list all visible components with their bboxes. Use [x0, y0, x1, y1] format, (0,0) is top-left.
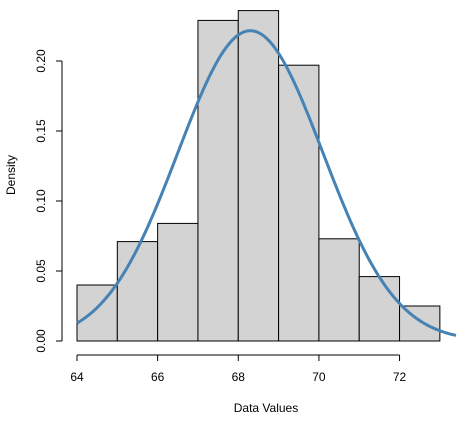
y-axis: 0.00 0.05 0.10 0.15 0.20 [34, 49, 63, 353]
y-tick-label: 0.20 [34, 49, 48, 73]
y-tick-label: 0.00 [34, 329, 48, 353]
x-axis: 64 66 68 70 72 [70, 354, 407, 384]
x-tick-label: 72 [393, 370, 407, 384]
x-axis-title: Data Values [234, 401, 298, 415]
histogram-bar [318, 238, 360, 342]
histogram-bars [76, 10, 441, 342]
histogram-bar [116, 241, 159, 342]
histogram-bar [358, 276, 401, 342]
histogram-bar [278, 64, 320, 342]
x-tick-label: 70 [312, 370, 326, 384]
histogram-bar [237, 10, 280, 342]
histogram-bar [197, 19, 239, 342]
x-tick-label: 68 [232, 370, 246, 384]
y-axis-title: Density [4, 155, 18, 195]
x-tick-label: 64 [70, 370, 84, 384]
y-tick-label: 0.15 [34, 119, 48, 143]
y-tick-label: 0.05 [34, 259, 48, 283]
x-tick-label: 66 [151, 370, 165, 384]
histogram-bar [157, 222, 199, 342]
y-tick-label: 0.10 [34, 189, 48, 213]
normal-density-curve [76, 29, 457, 337]
